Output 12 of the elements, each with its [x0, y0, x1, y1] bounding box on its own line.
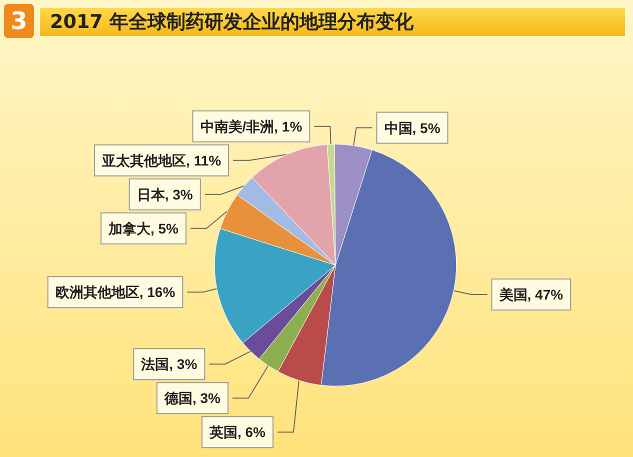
chart-title: 2017 年全球制药研发企业的地理分布变化 [40, 8, 625, 36]
slice-label: 中国, 5% [384, 120, 441, 136]
slice-label: 亚太其他地区, 11% [101, 152, 222, 168]
slice-label: 德国, 3% [163, 390, 222, 406]
slice-label: 欧洲其他地区, 16% [55, 284, 176, 300]
slice-label: 法国, 3% [140, 356, 198, 372]
slice-label: 日本, 3% [136, 186, 194, 202]
slice-label: 英国, 6% [208, 424, 266, 440]
slice-label: 美国, 47% [498, 286, 564, 303]
text: 3 [4, 4, 34, 38]
slice-label: 中南美/非洲, 1% [200, 118, 303, 134]
slice-label: 加拿大, 5% [107, 220, 180, 236]
